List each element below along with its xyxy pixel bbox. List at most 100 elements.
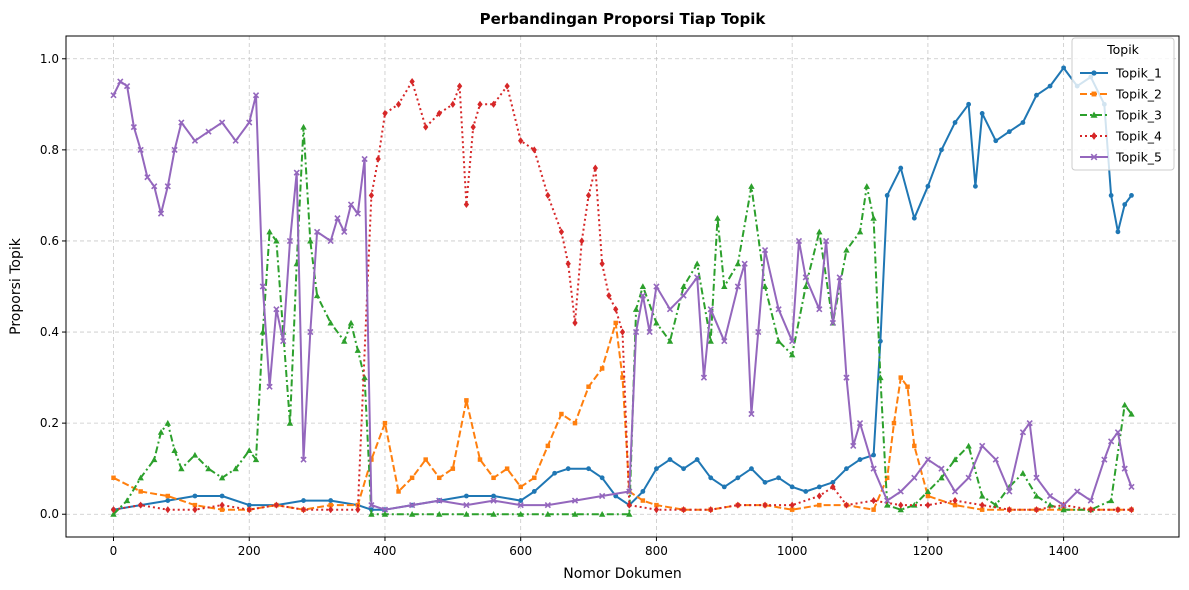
data-point bbox=[965, 474, 972, 481]
data-point bbox=[137, 146, 144, 153]
data-point bbox=[191, 137, 199, 144]
data-point bbox=[1019, 429, 1027, 436]
data-point bbox=[450, 466, 456, 471]
data-point bbox=[599, 260, 605, 268]
data-point bbox=[586, 384, 591, 389]
data-point bbox=[707, 337, 714, 344]
y-tick-label: 0.6 bbox=[40, 234, 59, 248]
data-point bbox=[436, 497, 443, 504]
data-point bbox=[599, 366, 605, 371]
data-point bbox=[653, 319, 660, 326]
data-point bbox=[552, 470, 558, 476]
legend-marker bbox=[1091, 70, 1097, 76]
data-point bbox=[491, 475, 496, 481]
data-point bbox=[232, 137, 239, 144]
data-point bbox=[545, 191, 551, 199]
grid bbox=[66, 36, 1179, 537]
data-point bbox=[328, 498, 334, 503]
data-point bbox=[273, 237, 280, 244]
data-point bbox=[470, 123, 476, 131]
data-point bbox=[165, 506, 171, 514]
data-point bbox=[382, 109, 388, 117]
data-point bbox=[965, 442, 972, 449]
data-point bbox=[123, 497, 131, 504]
legend-marker bbox=[1091, 91, 1097, 97]
data-point bbox=[898, 375, 903, 380]
data-point bbox=[456, 82, 463, 90]
data-point bbox=[952, 502, 958, 508]
data-point bbox=[992, 456, 999, 463]
data-point bbox=[1101, 456, 1108, 463]
series-line bbox=[113, 66, 1133, 511]
data-point bbox=[707, 306, 714, 313]
data-point bbox=[843, 501, 850, 509]
data-point bbox=[171, 146, 178, 153]
data-point bbox=[721, 283, 728, 290]
data-point bbox=[939, 147, 944, 153]
data-point bbox=[613, 305, 619, 313]
data-point bbox=[300, 123, 307, 130]
data-point bbox=[144, 174, 151, 181]
data-point bbox=[1019, 470, 1027, 476]
data-point bbox=[1122, 202, 1128, 207]
data-point bbox=[680, 292, 687, 299]
legend-item: Topik_5 bbox=[1080, 150, 1162, 165]
data-point bbox=[517, 511, 524, 517]
data-point bbox=[789, 338, 796, 345]
data-point bbox=[802, 283, 809, 290]
data-point bbox=[654, 502, 659, 508]
data-point bbox=[646, 328, 653, 336]
data-point bbox=[911, 474, 918, 481]
data-point bbox=[464, 398, 469, 403]
data-point bbox=[816, 484, 822, 490]
data-point bbox=[951, 488, 959, 495]
data-point bbox=[409, 475, 415, 481]
legend-marker bbox=[1091, 132, 1097, 140]
data-point bbox=[749, 466, 754, 472]
data-point bbox=[748, 183, 755, 189]
data-point bbox=[565, 466, 571, 472]
data-point bbox=[328, 502, 333, 508]
legend-title: Topik bbox=[1106, 42, 1140, 57]
data-point bbox=[693, 260, 701, 267]
data-point bbox=[925, 493, 931, 499]
data-point bbox=[408, 501, 416, 509]
data-point bbox=[762, 479, 768, 485]
data-point bbox=[626, 488, 633, 495]
data-point bbox=[477, 100, 483, 108]
data-point bbox=[708, 475, 714, 481]
data-point bbox=[280, 338, 287, 345]
series-topik-3 bbox=[110, 123, 1135, 517]
data-point bbox=[871, 452, 877, 458]
data-point bbox=[192, 502, 198, 508]
data-point bbox=[1060, 501, 1067, 509]
legend-label: Topik_2 bbox=[1115, 87, 1162, 102]
data-point bbox=[938, 465, 945, 472]
data-point bbox=[925, 183, 931, 189]
data-point bbox=[666, 337, 674, 344]
data-point bbox=[518, 484, 523, 490]
legend-label: Topik_1 bbox=[1115, 66, 1162, 81]
data-point bbox=[585, 191, 592, 199]
axis-ticks: 0 200 400 600 800 1000 1200 1400 0.0 0.2 0.4 0.6 0.8… bbox=[40, 52, 1079, 558]
legend-marker bbox=[1090, 153, 1098, 161]
data-point bbox=[491, 493, 496, 499]
data-point bbox=[571, 497, 579, 504]
data-point bbox=[1128, 410, 1135, 417]
data-point bbox=[836, 274, 843, 281]
data-point bbox=[300, 506, 307, 514]
data-point bbox=[748, 410, 755, 418]
data-point bbox=[735, 501, 741, 509]
data-point bbox=[924, 488, 932, 495]
data-point bbox=[632, 328, 640, 336]
data-point bbox=[531, 146, 537, 154]
data-point bbox=[423, 123, 429, 131]
data-point bbox=[218, 474, 226, 481]
data-point bbox=[850, 442, 857, 450]
data-point bbox=[993, 138, 999, 144]
data-point bbox=[789, 484, 795, 490]
data-point bbox=[572, 319, 578, 327]
data-point bbox=[1046, 492, 1054, 500]
data-point bbox=[1060, 506, 1067, 513]
x-tick-label: 800 bbox=[645, 544, 668, 558]
